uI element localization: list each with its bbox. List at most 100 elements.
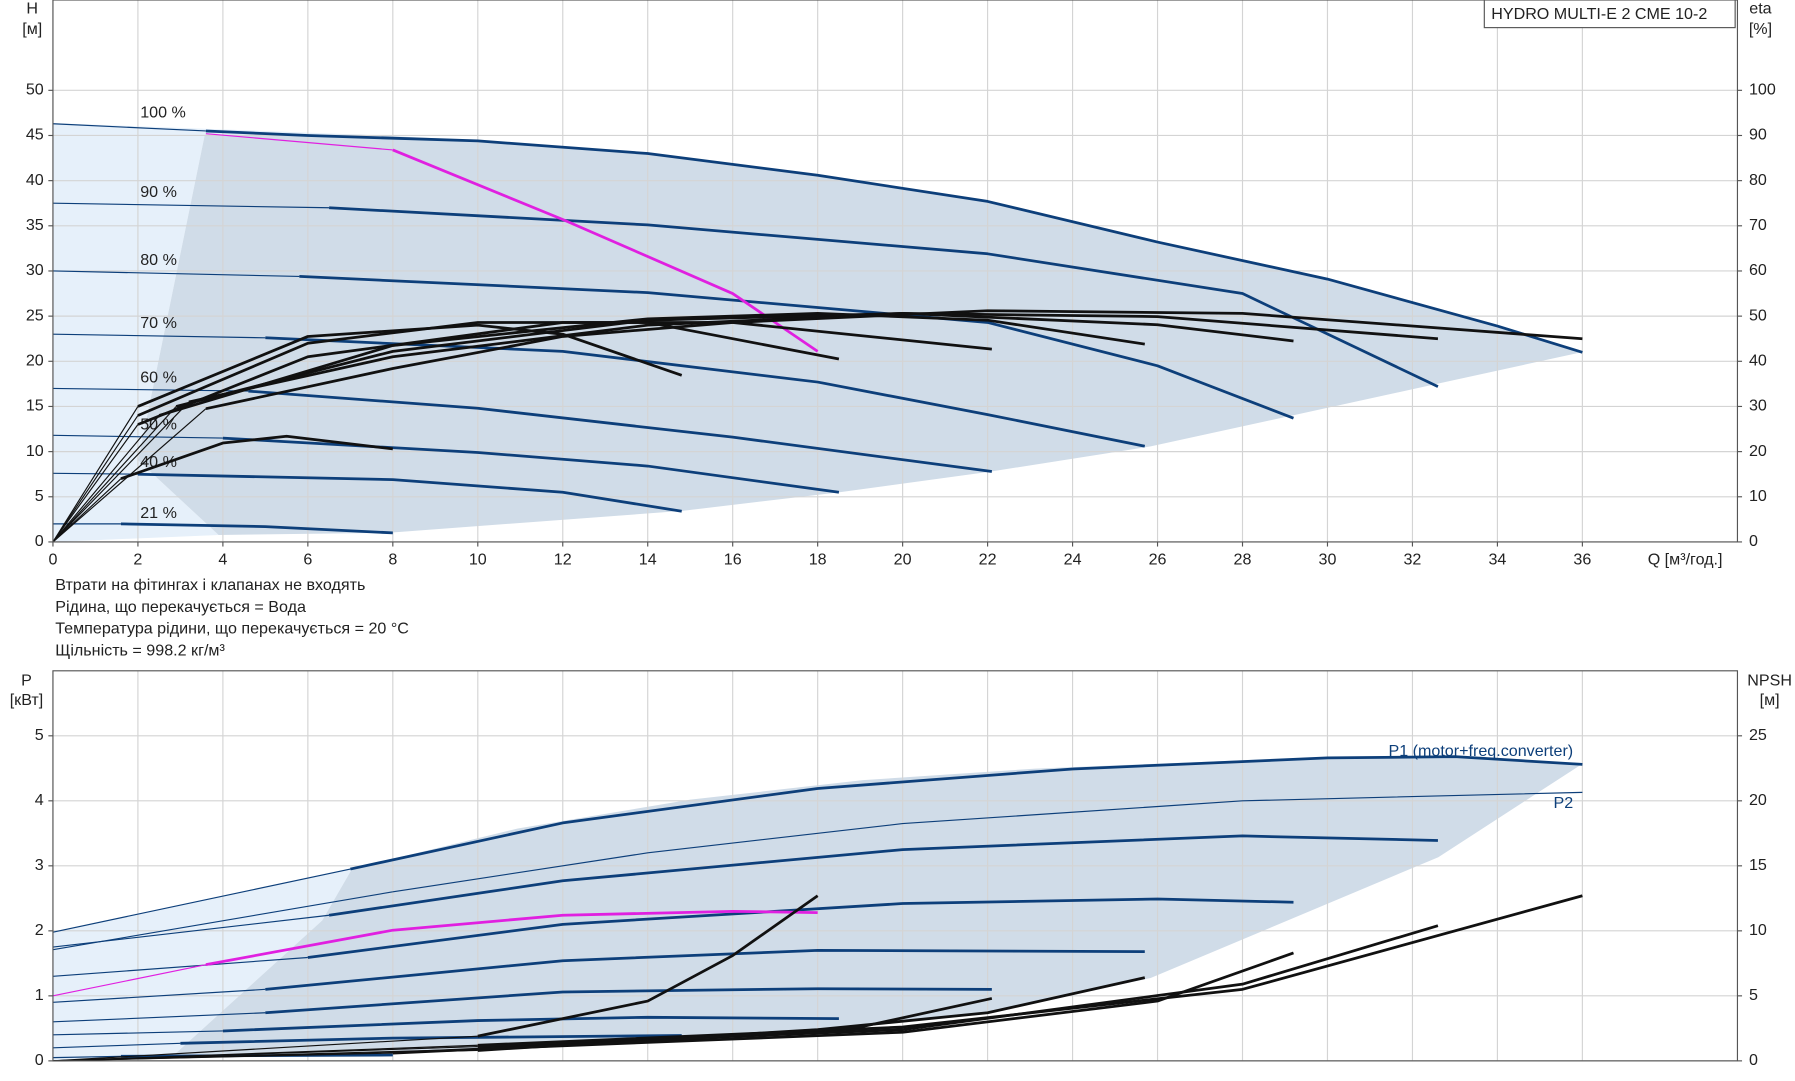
- curve-extension: [52, 988, 266, 1003]
- curve: [265, 948, 1145, 991]
- speed-label: 70 %: [140, 314, 177, 332]
- y2-tick-label: 25: [1749, 726, 1767, 744]
- speed-label: 90 %: [140, 183, 177, 201]
- curve-extension: [52, 1035, 478, 1062]
- curve: [120, 522, 393, 535]
- y2-axis-label: NPSH: [1747, 671, 1792, 689]
- x-tick-label: 8: [388, 551, 397, 569]
- y-tick-label: 3: [35, 856, 44, 874]
- y2-tick-label: 10: [1749, 921, 1767, 939]
- y-axis-label: P: [21, 671, 32, 689]
- curve-extension: [52, 415, 139, 543]
- x-tick-label: 16: [724, 551, 742, 569]
- curve: [175, 312, 1294, 408]
- curve: [137, 321, 840, 417]
- y2-tick-label: 15: [1749, 856, 1767, 874]
- x-tick-label: 6: [303, 551, 312, 569]
- curve: [307, 897, 1294, 959]
- y-tick-label: 0: [35, 1051, 44, 1069]
- x-tick-label: 34: [1488, 551, 1506, 569]
- y-tick-label: 20: [26, 352, 44, 370]
- x-tick-label: 20: [894, 551, 912, 569]
- x-tick-label: 0: [48, 551, 57, 569]
- y2-tick-label: 20: [1749, 791, 1767, 809]
- curve-extension: [52, 956, 308, 977]
- curve-extension: [52, 424, 139, 543]
- y-axis-unit: [м]: [22, 20, 42, 38]
- y2-tick-label: 90: [1749, 126, 1767, 144]
- y-tick-label: 45: [26, 126, 44, 144]
- plot-frame: [52, 670, 1739, 1062]
- curve-extension: [52, 964, 207, 997]
- note: Втрати на фітингах і клапанах не входять: [55, 576, 365, 594]
- y2-tick-label: 70: [1749, 216, 1767, 234]
- note: Щільність = 998.2 кг/м³: [55, 641, 225, 659]
- curve-extension: [52, 1055, 121, 1059]
- curve-extension: [52, 1012, 266, 1023]
- curve-extension: [52, 1042, 181, 1049]
- x-tick-label: 18: [809, 551, 827, 569]
- y2-tick-label: 5: [1749, 986, 1758, 1004]
- y-tick-label: 0: [35, 532, 44, 550]
- y-axis-label: H: [26, 0, 38, 17]
- y-tick-label: 25: [26, 306, 44, 324]
- curve-extension: [52, 387, 249, 392]
- speed-label: 80 %: [140, 251, 177, 269]
- y-tick-label: 1: [35, 986, 44, 1004]
- y2-tick-label: 50: [1749, 306, 1767, 324]
- y2-axis-unit: [%]: [1749, 20, 1772, 38]
- curve: [328, 834, 1438, 917]
- x-tick-label: 36: [1573, 551, 1591, 569]
- curve-extension: [52, 333, 266, 339]
- y-tick-label: 4: [35, 791, 44, 809]
- curve-extension: [52, 1030, 223, 1036]
- x-tick-label: 22: [979, 551, 997, 569]
- x-tick-label: 2: [133, 551, 142, 569]
- curve: [350, 755, 1583, 871]
- y2-tick-label: 0: [1749, 1051, 1758, 1069]
- note: Рідина, що перекачується = Вода: [55, 598, 306, 616]
- x-tick-label: 30: [1319, 551, 1337, 569]
- y-tick-label: 2: [35, 921, 44, 939]
- curve-extension: [52, 202, 330, 209]
- x-tick-label: 4: [218, 551, 227, 569]
- curve: [248, 389, 993, 473]
- power-label: P1 (motor+freq.converter): [1388, 742, 1573, 760]
- curve: [180, 1034, 682, 1045]
- speed-label: 100 %: [140, 104, 186, 122]
- curve: [205, 129, 1583, 354]
- speed-label: 60 %: [140, 368, 177, 386]
- speed-label: 21 %: [140, 504, 177, 522]
- curve: [392, 791, 1583, 893]
- y-tick-label: 50: [26, 81, 44, 99]
- curve-layer: 0 2 4 6 8 10 12 14 16 18 20 22 24 26 28 30 32 34 360510152…: [26, 81, 1776, 1070]
- x-tick-label: 32: [1403, 551, 1421, 569]
- y2-tick-label: 80: [1749, 171, 1767, 189]
- curve-extension: [52, 1052, 393, 1062]
- x-tick-label: 24: [1064, 551, 1082, 569]
- y-axis-unit: [кВт]: [10, 691, 44, 709]
- x-tick-label: 26: [1149, 551, 1167, 569]
- x-tick-label: 28: [1234, 551, 1252, 569]
- curve: [158, 312, 1146, 417]
- curve: [477, 951, 1294, 1051]
- y2-axis-label: eta: [1749, 0, 1771, 17]
- speed-label: 50 %: [140, 415, 177, 433]
- y-tick-label: 10: [26, 442, 44, 460]
- curve-extension: [52, 415, 160, 543]
- curve-extension: [52, 406, 139, 543]
- curve: [120, 434, 393, 481]
- curve: [392, 148, 819, 353]
- y2-axis-unit: [м]: [1760, 691, 1780, 709]
- x-tick-label: 12: [554, 551, 572, 569]
- curve-extension: [52, 478, 122, 543]
- curve-extension: [52, 270, 300, 277]
- curve-extension: [52, 868, 351, 933]
- plot-frame: [52, 0, 1739, 543]
- curve-extension: [52, 434, 223, 439]
- power-label: P2: [1553, 794, 1573, 812]
- curve: [477, 894, 819, 1038]
- y-tick-label: 35: [26, 216, 44, 234]
- curve-extension: [52, 401, 190, 543]
